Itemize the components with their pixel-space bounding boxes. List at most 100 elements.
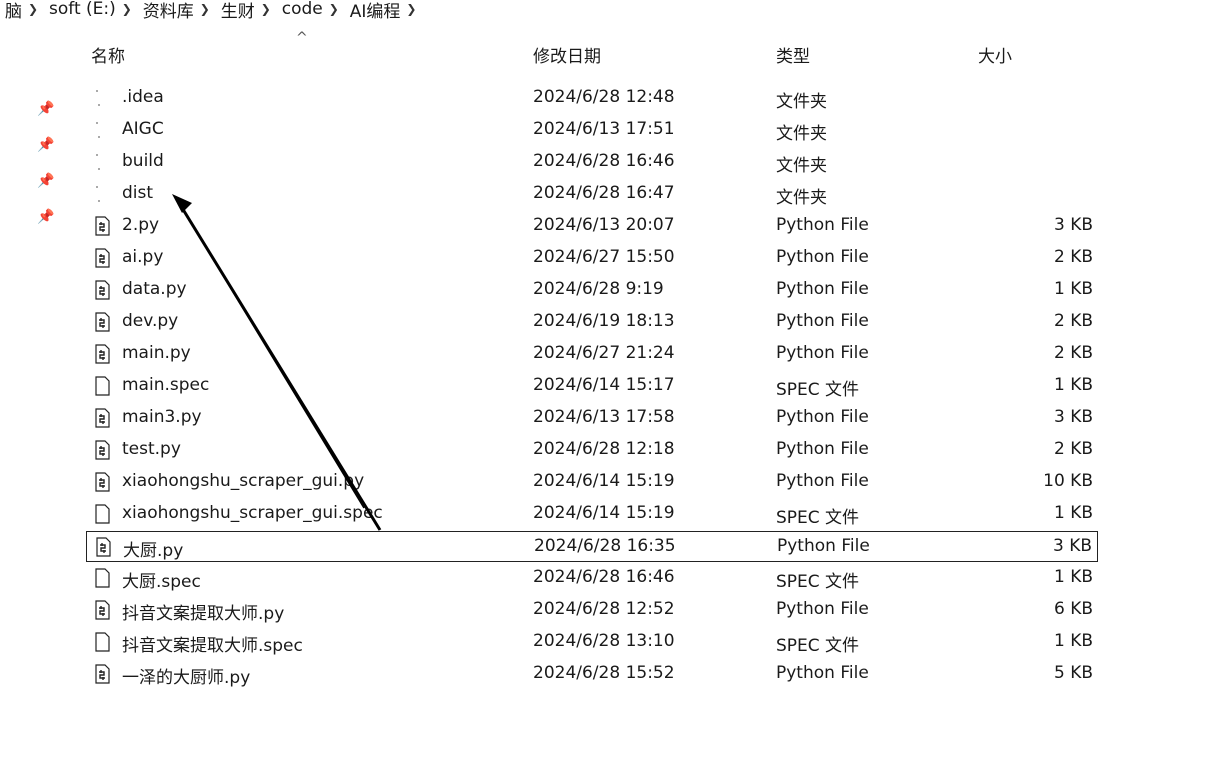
file-date: 2024/6/13 20:07 bbox=[533, 215, 675, 235]
file-name: ai.py bbox=[122, 247, 164, 267]
breadcrumb-item[interactable]: 脑 bbox=[5, 1, 22, 22]
pin-icon[interactable]: 📌 bbox=[37, 173, 55, 189]
chevron-right-icon[interactable]: ❯ bbox=[27, 2, 39, 16]
file-date: 2024/6/14 15:19 bbox=[533, 503, 675, 523]
file-type: 文件夹 bbox=[776, 92, 827, 112]
file-row[interactable]: 大厨.spec 2024/6/28 16:46 SPEC 文件 1 KB bbox=[86, 563, 1098, 594]
file-type: Python File bbox=[776, 311, 869, 331]
file-size: 10 KB bbox=[1043, 471, 1093, 491]
file-name: 一泽的大厨师.py bbox=[122, 668, 251, 688]
file-name: data.py bbox=[122, 279, 187, 299]
file-row[interactable]: data.py 2024/6/28 9:19 Python File 1 KB bbox=[86, 275, 1098, 306]
python-file-icon bbox=[95, 600, 110, 620]
file-row[interactable]: 大厨.py 2024/6/28 16:35 Python File 3 KB bbox=[86, 531, 1098, 562]
file-date: 2024/6/28 13:10 bbox=[533, 631, 675, 651]
sort-arrow-icon: ^ bbox=[296, 30, 308, 46]
file-size: 1 KB bbox=[1053, 375, 1093, 395]
file-size: 3 KB bbox=[1053, 407, 1093, 427]
file-row[interactable]: build 2024/6/28 16:46 文件夹 bbox=[86, 147, 1098, 178]
file-name: dev.py bbox=[122, 311, 179, 331]
file-row[interactable]: main3.py 2024/6/13 17:58 Python File 3 KB bbox=[86, 403, 1098, 434]
file-size: 1 KB bbox=[1053, 631, 1093, 651]
file-size: 6 KB bbox=[1053, 599, 1093, 619]
file-name: main.spec bbox=[122, 375, 210, 395]
file-name: 抖音文案提取大师.py bbox=[122, 604, 285, 624]
pin-icon[interactable]: 📌 bbox=[37, 209, 55, 225]
file-date: 2024/6/28 12:18 bbox=[533, 439, 675, 459]
file-size: 5 KB bbox=[1053, 663, 1093, 683]
file-size: 3 KB bbox=[1052, 536, 1092, 556]
file-name: test.py bbox=[122, 439, 181, 459]
file-date: 2024/6/14 15:19 bbox=[533, 471, 675, 491]
column-header-date[interactable]: 修改日期 bbox=[533, 47, 601, 67]
file-type: Python File bbox=[777, 536, 870, 556]
file-type: Python File bbox=[776, 439, 869, 459]
file-row[interactable]: dev.py 2024/6/19 18:13 Python File 2 KB bbox=[86, 307, 1098, 338]
chevron-right-icon[interactable]: ❯ bbox=[121, 2, 132, 16]
file-row[interactable]: AIGC 2024/6/13 17:51 文件夹 bbox=[86, 115, 1098, 146]
file-row[interactable]: xiaohongshu_scraper_gui.py 2024/6/14 15:1… bbox=[86, 467, 1098, 498]
file-row[interactable]: test.py 2024/6/28 12:18 Python File 2 KB bbox=[86, 435, 1098, 466]
column-header-type[interactable]: 类型 bbox=[776, 47, 810, 67]
file-row[interactable]: main.py 2024/6/27 21:24 Python File 2 KB bbox=[86, 339, 1098, 370]
file-name: main.py bbox=[122, 343, 191, 363]
file-date: 2024/6/13 17:58 bbox=[533, 407, 675, 427]
file-type: 文件夹 bbox=[776, 188, 827, 208]
file-size: 2 KB bbox=[1053, 343, 1093, 363]
column-header-size[interactable]: 大小 bbox=[978, 47, 1012, 67]
file-row[interactable]: 2.py 2024/6/13 20:07 Python File 3 KB bbox=[86, 211, 1098, 242]
file-date: 2024/6/28 16:47 bbox=[533, 183, 675, 203]
breadcrumb-item[interactable]: 生财 bbox=[220, 1, 255, 22]
file-row[interactable]: ai.py 2024/6/27 15:50 Python File 2 KB bbox=[86, 243, 1098, 274]
file-row[interactable]: dist 2024/6/28 16:47 文件夹 bbox=[86, 179, 1098, 210]
file-type: Python File bbox=[776, 215, 869, 235]
breadcrumb-item[interactable]: AI编程 bbox=[349, 1, 401, 22]
file-type: Python File bbox=[776, 663, 869, 683]
python-file-icon bbox=[95, 312, 110, 332]
file-size: 2 KB bbox=[1053, 247, 1093, 267]
file-row[interactable]: 抖音文案提取大师.py 2024/6/28 12:52 Python File 6 K… bbox=[86, 595, 1098, 626]
pin-icon[interactable]: 📌 bbox=[37, 137, 55, 153]
file-date: 2024/6/28 15:52 bbox=[533, 663, 675, 683]
file-row[interactable]: xiaohongshu_scraper_gui.spec 2024/6/14 15… bbox=[86, 499, 1098, 530]
pin-icon[interactable]: 📌 bbox=[37, 101, 55, 117]
file-type: SPEC 文件 bbox=[776, 636, 860, 656]
file-date: 2024/6/28 16:46 bbox=[533, 151, 675, 171]
file-name: 抖音文案提取大师.spec bbox=[122, 636, 303, 656]
file-size: 1 KB bbox=[1053, 567, 1093, 587]
folder-icon bbox=[96, 90, 100, 106]
spec-file-icon bbox=[95, 632, 110, 652]
file-name: .idea bbox=[122, 87, 164, 107]
chevron-right-icon[interactable]: ❯ bbox=[199, 2, 210, 16]
file-row[interactable]: 一泽的大厨师.py 2024/6/28 15:52 Python File 5 KB bbox=[86, 659, 1098, 690]
file-row[interactable]: main.spec 2024/6/14 15:17 SPEC 文件 1 KB bbox=[86, 371, 1098, 402]
file-row[interactable]: 抖音文案提取大师.spec 2024/6/28 13:10 SPEC 文件 1 KB bbox=[86, 627, 1098, 658]
chevron-right-icon[interactable]: ❯ bbox=[260, 2, 271, 16]
column-header-name[interactable]: 名称 bbox=[91, 47, 125, 67]
file-date: 2024/6/14 15:17 bbox=[533, 375, 675, 395]
breadcrumb-item[interactable]: 资料库 bbox=[142, 1, 194, 22]
file-type: Python File bbox=[776, 407, 869, 427]
file-type: SPEC 文件 bbox=[776, 508, 860, 528]
spec-file-icon bbox=[95, 568, 110, 588]
breadcrumb-item[interactable]: code bbox=[281, 0, 323, 19]
file-type: 文件夹 bbox=[776, 156, 827, 176]
breadcrumb: 脑 ❯ soft (E:) ❯ 资料库 ❯ 生财 ❯ code ❯ AI编程 ❯ bbox=[0, 0, 422, 22]
file-row[interactable]: .idea 2024/6/28 12:48 文件夹 bbox=[86, 83, 1098, 114]
chevron-right-icon[interactable]: ❯ bbox=[406, 2, 417, 16]
file-date: 2024/6/28 12:52 bbox=[533, 599, 675, 619]
file-name: 大厨.py bbox=[123, 541, 184, 561]
python-file-icon bbox=[95, 248, 110, 268]
spec-file-icon bbox=[95, 376, 110, 396]
chevron-right-icon[interactable]: ❯ bbox=[328, 2, 339, 16]
file-name: dist bbox=[122, 183, 154, 203]
spec-file-icon bbox=[95, 504, 110, 524]
folder-icon bbox=[96, 186, 100, 202]
folder-icon bbox=[96, 154, 100, 170]
python-file-icon bbox=[95, 472, 110, 492]
breadcrumb-item[interactable]: soft (E:) bbox=[49, 0, 116, 19]
file-type: Python File bbox=[776, 471, 869, 491]
file-name: 大厨.spec bbox=[122, 572, 201, 592]
file-name: xiaohongshu_scraper_gui.spec bbox=[122, 503, 383, 523]
file-date: 2024/6/28 16:46 bbox=[533, 567, 675, 587]
